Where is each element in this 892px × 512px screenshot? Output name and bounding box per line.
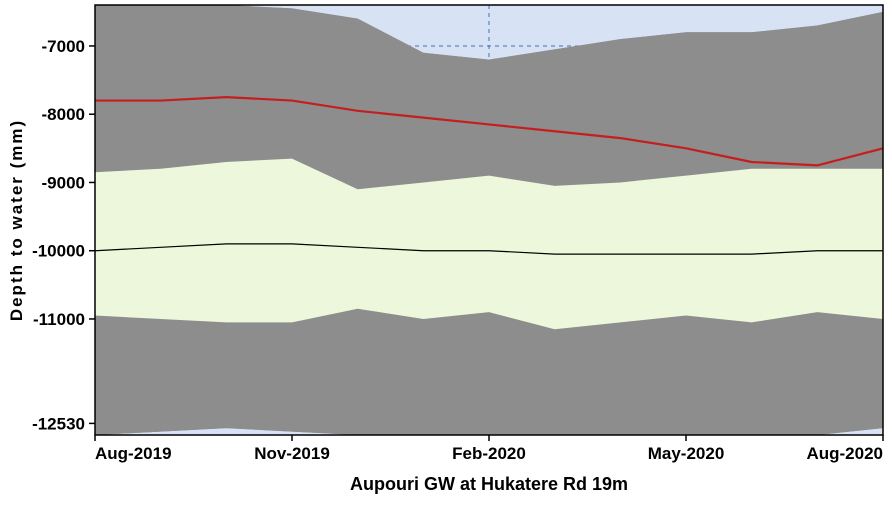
y-tick-label: -11000 (33, 310, 85, 329)
x-tick-label: Aug-2020 (806, 444, 883, 463)
y-axis-title: Depth to water (mm) (7, 119, 26, 321)
y-tick-label: -7000 (42, 37, 85, 56)
y-tick-label: -9000 (42, 173, 85, 192)
chart-container: -7000 -8000 -9000 -10000 -11000 -12530 Aug-201… (0, 0, 892, 512)
chart-title: Aupouri GW at Hukatere Rd 19m (350, 474, 628, 494)
x-tick-label: Nov-2019 (254, 444, 330, 463)
groundwater-chart: -7000 -8000 -9000 -10000 -11000 -12530 Aug-201… (0, 0, 892, 512)
x-tick-label: Feb-2020 (452, 444, 526, 463)
x-tick-label: May-2020 (648, 444, 725, 463)
y-tick-label: -12530 (32, 414, 85, 433)
y-tick-label: -8000 (42, 105, 85, 124)
y-tick-label: -10000 (32, 242, 85, 261)
x-tick-label: Aug-2019 (95, 444, 172, 463)
